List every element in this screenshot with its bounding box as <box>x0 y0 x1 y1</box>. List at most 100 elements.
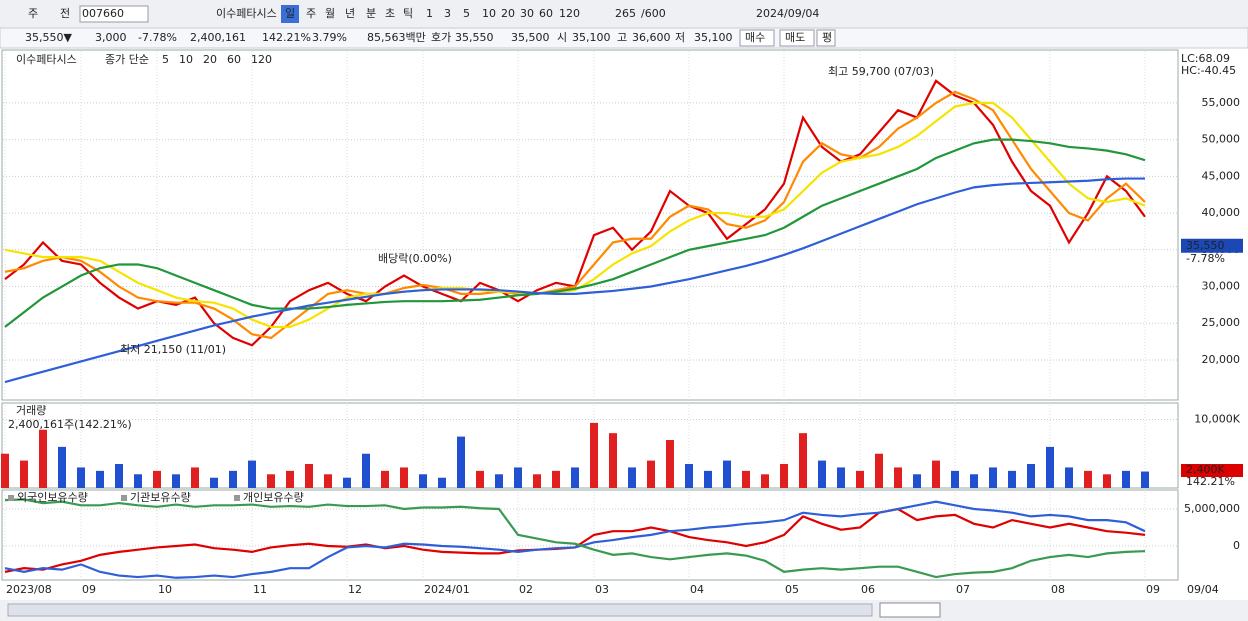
volume-bar <box>381 470 389 488</box>
volume-bar <box>324 474 332 488</box>
toolbar-button[interactable]: 30 <box>520 7 534 20</box>
toolbar-button[interactable]: 월 <box>325 7 335 20</box>
chart-subtitle: 종가 단순 <box>105 53 149 66</box>
trade-button[interactable] <box>816 29 836 47</box>
y-tick-label: 25,000 <box>1202 316 1241 329</box>
info-item: 35,550 <box>455 31 494 44</box>
code-input[interactable] <box>79 5 149 23</box>
toolbar-button[interactable]: 년 <box>345 7 355 20</box>
toolbar-button[interactable]: 틱 <box>403 7 413 20</box>
y-tick-label: 40,000 <box>1202 206 1241 219</box>
toolbar-button[interactable]: 1 <box>426 7 433 20</box>
toolbar-button[interactable]: 주 <box>28 7 38 20</box>
series-line <box>4 177 1145 384</box>
y-tick-label: 45,000 <box>1202 169 1241 182</box>
volume-bar <box>305 464 313 488</box>
volume-bar <box>647 460 655 488</box>
volume-bar <box>932 460 940 488</box>
trade-button[interactable] <box>739 29 775 47</box>
volume-bar <box>1008 470 1016 488</box>
toolbar-button[interactable]: 이수페타시스 <box>216 7 277 20</box>
info-item: 2,400,161 <box>190 31 246 44</box>
volume-bar <box>400 467 408 488</box>
series-line <box>4 90 1146 340</box>
volume-bar <box>1046 446 1054 488</box>
x-tick-label: 02 <box>519 583 533 596</box>
toolbar-button[interactable]: 초 <box>385 7 395 20</box>
volume-bar <box>533 474 541 488</box>
toolbar-button[interactable]: 120 <box>559 7 580 20</box>
x-tick-label: 10 <box>158 583 172 596</box>
last-date: 09/04 <box>1187 583 1219 596</box>
volume-bar <box>780 464 788 488</box>
volume-bar <box>1 453 9 488</box>
volume-bar <box>970 474 978 488</box>
legend-entry: 60 <box>227 53 241 66</box>
volume-bar <box>58 446 66 488</box>
x-tick-label: 2023/08 <box>6 583 52 596</box>
volume-bar <box>20 460 28 488</box>
volume-bar <box>1103 474 1111 488</box>
price-pane <box>1 49 1179 401</box>
toolbar-button[interactable]: 265 <box>615 7 636 20</box>
annotation: 최고 59,700 (07/03) <box>828 65 934 78</box>
toolbar-button[interactable]: 주 <box>306 7 316 20</box>
volume-bar <box>685 464 693 488</box>
x-tick-label: 2024/01 <box>424 583 470 596</box>
toolbar-button[interactable]: 10 <box>482 7 496 20</box>
legend-swatch <box>121 495 127 501</box>
info-item[interactable]: 매도 <box>785 31 805 44</box>
x-tick-label: 09 <box>1146 583 1160 596</box>
chart-title: 이수페타시스 <box>16 53 77 66</box>
toolbar-button[interactable]: 60 <box>539 7 553 20</box>
series-line <box>4 138 1146 328</box>
volume-bar <box>913 474 921 488</box>
info-item[interactable]: 평 <box>822 31 832 44</box>
volume-bar <box>1141 471 1149 488</box>
volume-bar <box>1027 464 1035 488</box>
x-tick-label: 09 <box>82 583 96 596</box>
scroll-track[interactable] <box>7 603 873 617</box>
info-item: 시 <box>557 31 567 44</box>
volume-bar <box>799 433 807 488</box>
info-item[interactable]: 매수 <box>745 31 765 44</box>
toolbar-button[interactable]: 5 <box>463 7 470 20</box>
trade-button[interactable] <box>779 29 815 47</box>
volume-bar <box>39 429 47 488</box>
volume-bar <box>115 464 123 488</box>
toolbar-button[interactable]: 일 <box>285 6 295 20</box>
volume-bar <box>153 470 161 488</box>
toolbar-button[interactable]: 2024/09/04 <box>756 7 819 20</box>
volume-bar <box>894 467 902 488</box>
volume-bar <box>210 477 218 488</box>
info-item: 142.21% <box>262 31 311 44</box>
info-item: 35,100 <box>694 31 733 44</box>
series-line <box>4 101 1146 329</box>
infobar-bg <box>0 27 1248 49</box>
volume-bar <box>96 470 104 488</box>
period-selected[interactable] <box>281 5 299 23</box>
volume-ratio: 142.21% <box>1186 475 1235 488</box>
toolbar-button[interactable]: 전 <box>60 7 70 20</box>
legend-swatch <box>234 495 240 501</box>
toolbar-button[interactable]: 20 <box>501 7 515 20</box>
last-price: 35,550 <box>1186 239 1225 252</box>
toolbar-button[interactable]: 분 <box>366 7 376 20</box>
legend-entry: 20 <box>203 53 217 66</box>
series-line <box>4 500 1146 579</box>
info-item: -7.78% <box>138 31 177 44</box>
stock-code[interactable]: 007660 <box>82 7 124 20</box>
y-tick-label: 0 <box>1233 539 1240 552</box>
toolbar-button[interactable]: /600 <box>641 7 666 20</box>
y-tick-label: 30,000 <box>1202 280 1241 293</box>
volume-bar <box>1122 470 1130 488</box>
info-item: 3,000 <box>95 31 127 44</box>
y-tick-label: 20,000 <box>1202 353 1241 366</box>
volume-bar <box>438 477 446 488</box>
toolbar-button[interactable]: 3 <box>444 7 451 20</box>
last-volume-box <box>1181 464 1243 477</box>
x-tick-label: 05 <box>785 583 799 596</box>
nav-buttons[interactable] <box>879 602 941 618</box>
volume-bar <box>704 470 712 488</box>
volume-bar <box>856 470 864 488</box>
